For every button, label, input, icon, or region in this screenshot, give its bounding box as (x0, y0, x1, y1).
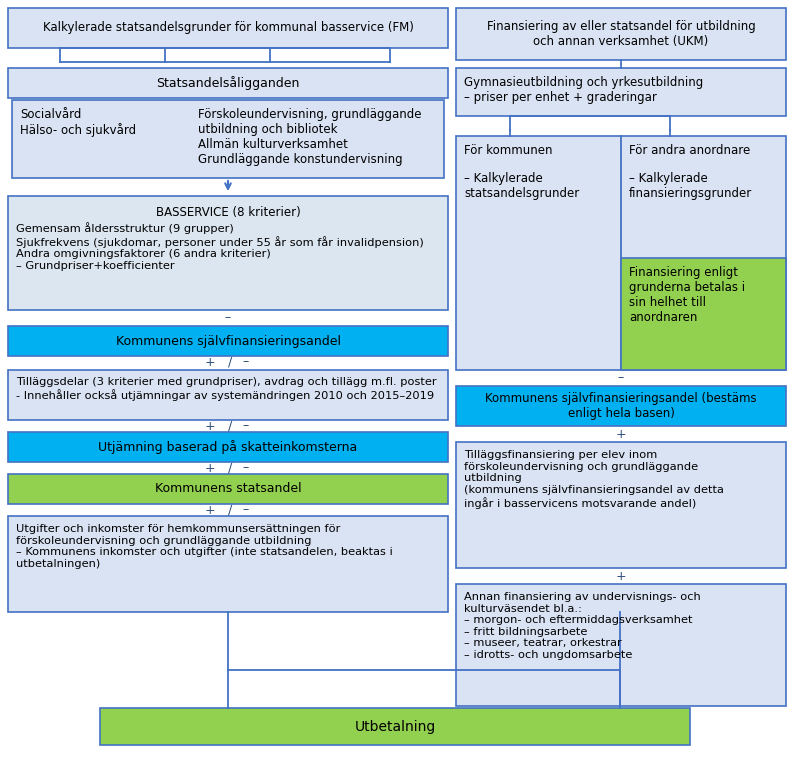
Text: Gymnasieutbildning och yrkesutbildning
– priser per enhet + graderingar: Gymnasieutbildning och yrkesutbildning –… (464, 76, 703, 104)
Text: Finansiering av eller statsandel för utbildning
och annan verksamhet (UKM): Finansiering av eller statsandel för utb… (487, 20, 755, 48)
Text: –: – (243, 356, 249, 369)
Text: /: / (228, 503, 232, 516)
Text: Kalkylerade statsandelsgrunder för kommunal basservice (FM): Kalkylerade statsandelsgrunder för kommu… (43, 21, 414, 35)
Text: –: – (243, 503, 249, 516)
Text: –: – (243, 462, 249, 475)
Text: – Kalkylerade
statsandelsgrunder: – Kalkylerade statsandelsgrunder (464, 172, 580, 200)
Text: –: – (225, 311, 231, 325)
Text: +: + (615, 569, 626, 582)
Bar (8, 8, 448, 48)
Text: För kommunen: För kommunen (464, 144, 553, 157)
Text: BASSERVICE (8 kriterier): BASSERVICE (8 kriterier) (156, 206, 300, 219)
Text: /: / (228, 356, 232, 369)
Bar (12, 100, 444, 178)
Text: +: + (205, 503, 215, 516)
Bar (8, 370, 448, 420)
Bar (456, 386, 786, 426)
Text: Tilläggsfinansiering per elev inom
förskoleundervisning och grundläggande
utbild: Tilläggsfinansiering per elev inom försk… (464, 450, 724, 509)
Bar (8, 326, 448, 356)
Bar (456, 8, 786, 60)
Text: Annan finansiering av undervisnings- och
kulturväsendet bl.a.:
– morgon- och eft: Annan finansiering av undervisnings- och… (464, 592, 701, 660)
Text: –: – (243, 419, 249, 432)
Text: Kommunens självfinansieringsandel (bestäms
enligt hela basen): Kommunens självfinansieringsandel (bestä… (485, 392, 757, 420)
Text: Gemensam åldersstruktur (9 grupper)
Sjukfrekvens (sjukdomar, personer under 55 å: Gemensam åldersstruktur (9 grupper) Sjuk… (16, 222, 424, 271)
Text: –: – (618, 372, 624, 385)
Text: /: / (228, 419, 232, 432)
Text: Tilläggsdelar (3 kriterier med grundpriser), avdrag och tillägg m.fl. poster
- I: Tilläggsdelar (3 kriterier med grundpris… (16, 377, 437, 401)
Text: Förskoleundervisning, grundläggande
utbildning och bibliotek
Allmän kulturverksa: Förskoleundervisning, grundläggande utbi… (198, 108, 422, 166)
Text: /: / (228, 462, 232, 475)
Bar (456, 136, 786, 370)
Text: Utjämning baserad på skatteinkomsterna: Utjämning baserad på skatteinkomsterna (98, 440, 357, 454)
Bar (8, 68, 448, 98)
Text: Kommunens statsandel: Kommunens statsandel (155, 482, 301, 496)
Text: Finansiering enligt
grunderna betalas i
sin helhet till
anordnaren: Finansiering enligt grunderna betalas i … (629, 266, 745, 324)
Text: +: + (205, 419, 215, 432)
Bar (8, 516, 448, 612)
Text: Utbetalning: Utbetalning (354, 719, 436, 734)
Text: Socialvård
Hälso- och sjukvård: Socialvård Hälso- och sjukvård (20, 108, 136, 137)
Text: +: + (205, 356, 215, 369)
Bar (456, 68, 786, 116)
Bar (100, 708, 690, 745)
Bar (456, 584, 786, 706)
Text: Statsandelsåligganden: Statsandelsåligganden (156, 76, 299, 90)
Text: – Kalkylerade
finansieringsgrunder: – Kalkylerade finansieringsgrunder (629, 172, 752, 200)
Text: Utgifter och inkomster för hemkommunsersättningen för
förskoleundervisning och g: Utgifter och inkomster för hemkommunsers… (16, 524, 393, 569)
Text: Kommunens självfinansieringsandel: Kommunens självfinansieringsandel (115, 335, 341, 347)
Bar (456, 442, 786, 568)
Text: +: + (615, 428, 626, 441)
Bar (8, 432, 448, 462)
Text: För andra anordnare: För andra anordnare (629, 144, 750, 157)
Bar (621, 258, 786, 370)
Bar (8, 474, 448, 504)
Text: +: + (205, 462, 215, 475)
Bar (8, 196, 448, 310)
